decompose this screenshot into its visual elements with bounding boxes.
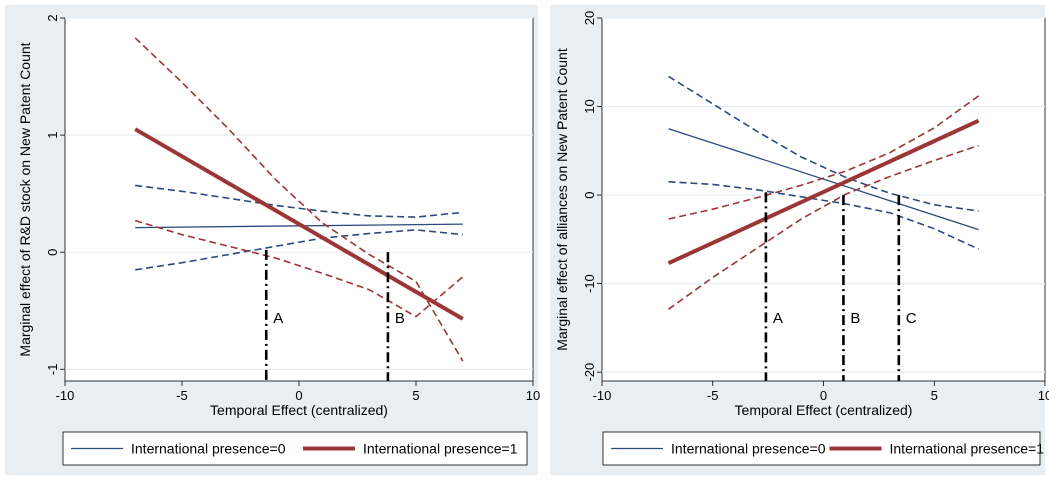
y-tick-label: -10 — [582, 274, 597, 293]
y-tick-label: 10 — [582, 99, 597, 113]
confidence-band-line — [668, 75, 979, 212]
y-tick-label: 2 — [45, 14, 60, 21]
confidence-band-line — [668, 95, 980, 220]
series-line-international-presence-1 — [134, 127, 464, 321]
plot-area — [601, 17, 1046, 382]
confidence-band-line — [134, 37, 464, 362]
legend-box — [602, 431, 1041, 466]
series-line-international-presence-1 — [667, 118, 980, 266]
marker-label-c: C — [906, 310, 917, 327]
x-tick-label: -5 — [707, 388, 719, 403]
x-tick-label: 0 — [295, 388, 302, 403]
marker-label-a: A — [773, 310, 783, 327]
series-group — [134, 37, 464, 381]
x-tick-label: 5 — [412, 388, 419, 403]
series-group — [667, 75, 980, 381]
y-axis-title: Marginal effect of alliances on New Pate… — [554, 48, 570, 351]
x-tick-label: 10 — [1038, 388, 1049, 403]
legend-label-0: International presence=0 — [671, 441, 826, 457]
x-tick-label: -10 — [593, 388, 612, 403]
y-tick-label: 20 — [582, 11, 597, 25]
series-line-international-presence-0 — [668, 128, 979, 231]
x-axis-title: Temporal Effect (centralized) — [210, 402, 388, 418]
marker-label-a: A — [273, 310, 283, 327]
x-tick-label: -10 — [56, 388, 75, 403]
plot-area — [64, 17, 534, 382]
x-tick-label: 10 — [526, 388, 540, 403]
x-tick-label: 5 — [931, 388, 938, 403]
legend-label-0: International presence=0 — [131, 441, 286, 457]
legend-label-1: International presence=1 — [890, 441, 1045, 457]
marker-label-b: B — [395, 310, 405, 327]
chart-panel-2: -10 -5 0 5 10 -20 -10 0 10 20 Temporal Effect (cen… — [550, 5, 1049, 475]
x-axis-title: Temporal Effect (centralized) — [735, 402, 913, 418]
x-tick-label: -5 — [176, 388, 188, 403]
x-tick-label: 0 — [820, 388, 827, 403]
marker-label-b: B — [850, 310, 860, 327]
confidence-band-line — [668, 181, 979, 250]
legend-box — [62, 431, 528, 466]
y-tick-label: 0 — [45, 249, 60, 256]
confidence-band-line — [134, 219, 464, 318]
y-tick-label: 0 — [582, 191, 597, 198]
confidence-band-line — [135, 184, 463, 218]
y-tick-label: 1 — [45, 131, 60, 138]
legend-label-1: International presence=1 — [363, 441, 518, 457]
y-tick-label: -1 — [45, 364, 60, 376]
y-tick-label: -20 — [582, 363, 597, 382]
confidence-band-line — [668, 144, 979, 310]
y-axis-title: Marginal effect of R&D stock on New Pate… — [17, 42, 33, 356]
confidence-band-line — [135, 229, 463, 271]
